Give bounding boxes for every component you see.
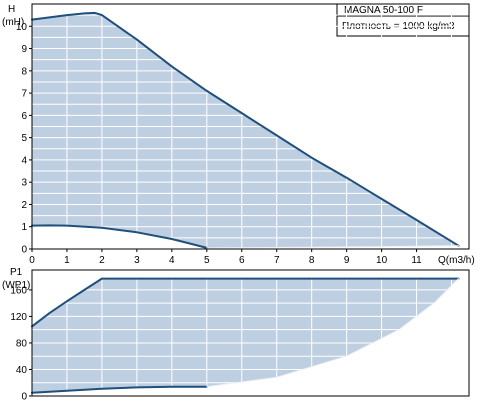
- head-ticks: 0 1 2 3 4 5 6 7 8 9 10 0 1 2 3 4 5 6 7 8 9 10 11: [16, 22, 422, 266]
- model-label: MAGNA 50-100 F: [344, 5, 423, 16]
- head-y-tick-label: 2: [21, 200, 27, 211]
- head-y-tick-label: 3: [21, 178, 27, 189]
- power-y-tick-label: 160: [10, 285, 27, 296]
- head-max-curve: [31, 11, 460, 247]
- power-grid: [31, 270, 469, 397]
- x-tick-label: 7: [274, 255, 280, 266]
- x-tick-label: 10: [376, 255, 388, 266]
- x-tick-label: 3: [134, 255, 140, 266]
- x-tick-label: 2: [99, 255, 105, 266]
- head-y-tick-label: 7: [21, 89, 27, 100]
- power-axis-label-p: P1: [10, 267, 23, 278]
- info-box-frame: [336, 3, 470, 37]
- power-min-curve-end: [206, 278, 459, 388]
- head-chart: H (mH) Q(m3/h) 0 1 2 3 4 5 6 7 8 9 10 0 1 2 3 4 5 6 7 8 9 10 1…: [2, 3, 475, 266]
- x-tick-label: 6: [239, 255, 245, 266]
- head-y-tick-label: 8: [21, 66, 27, 77]
- head-plot-frame: [31, 3, 470, 250]
- x-tick-label: 9: [344, 255, 350, 266]
- power-ticks: 0 40 80 120 160: [10, 285, 32, 403]
- head-y-tick-label: 10: [16, 22, 28, 33]
- head-y-tick-label: 1: [21, 222, 27, 233]
- power-y-tick-label: 0: [21, 392, 27, 401]
- power-max-curve: [31, 277, 460, 328]
- x-tick-label: 1: [64, 255, 70, 266]
- head-axis-label-unit: (mH): [2, 17, 24, 28]
- x-tick-label: 5: [204, 255, 210, 266]
- x-tick-label: 8: [309, 255, 315, 266]
- power-chart: P1 (WP1) 0 40 80 120 160: [2, 267, 470, 403]
- power-y-tick-label: 80: [16, 338, 28, 349]
- power-y-tick-label: 120: [10, 312, 27, 323]
- head-y-tick-label: 6: [21, 111, 27, 122]
- head-operating-area: [32, 12, 459, 248]
- x-tick-label: 0: [29, 255, 35, 266]
- power-min-curve: [31, 385, 208, 394]
- head-min-curve: [31, 224, 208, 249]
- flow-axis-label: Q(m3/h): [438, 255, 475, 266]
- head-min-curve-end: [206, 245, 459, 249]
- head-curves: [31, 11, 460, 249]
- head-y-tick-label: 5: [21, 133, 27, 144]
- head-axis-label-h: H: [8, 4, 15, 15]
- power-y-tick-label: 40: [16, 365, 28, 376]
- power-axis-label-unit: (WP1): [2, 280, 30, 291]
- power-operating-area: [32, 278, 459, 393]
- head-y-tick-label: 4: [21, 155, 27, 166]
- head-area-polygon: [32, 12, 459, 248]
- power-curves: [31, 277, 460, 394]
- head-grid: [31, 4, 469, 250]
- head-y-tick-label: 9: [21, 44, 27, 55]
- x-tick-label: 11: [411, 255, 422, 266]
- x-tick-label: 4: [169, 255, 175, 266]
- head-y-tick-label: 0: [21, 245, 27, 256]
- info-box: MAGNA 50-100 F Плотность = 1000 kg/m3: [336, 3, 470, 37]
- power-plot-frame: [31, 269, 470, 397]
- power-area-polygon: [32, 278, 459, 393]
